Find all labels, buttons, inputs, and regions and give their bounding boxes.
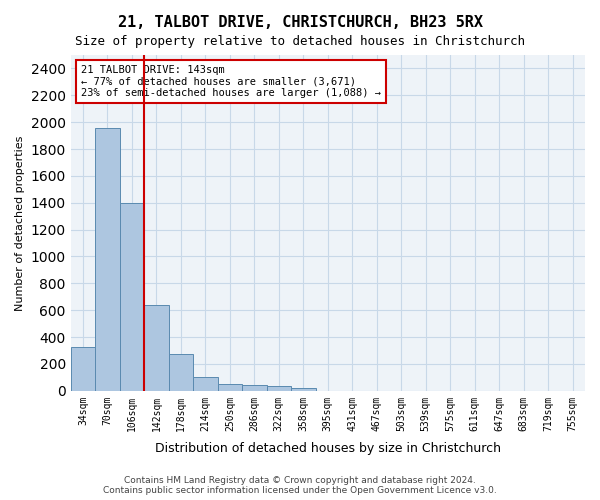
Y-axis label: Number of detached properties: Number of detached properties [15,135,25,310]
Text: Contains HM Land Registry data © Crown copyright and database right 2024.
Contai: Contains HM Land Registry data © Crown c… [103,476,497,495]
Bar [71,347,95,391]
Bar [95,128,119,391]
Text: 21 TALBOT DRIVE: 143sqm
← 77% of detached houses are smaller (3,671)
23% of semi: 21 TALBOT DRIVE: 143sqm ← 77% of detache… [81,65,381,98]
Bar [144,305,169,391]
Text: Size of property relative to detached houses in Christchurch: Size of property relative to detached ho… [75,35,525,48]
Bar [193,376,218,391]
Bar [291,388,316,391]
Bar [266,386,291,391]
X-axis label: Distribution of detached houses by size in Christchurch: Distribution of detached houses by size … [155,442,501,455]
Bar [169,354,193,391]
Bar [119,202,144,391]
Bar [218,384,242,391]
Bar [242,386,266,391]
Text: 21, TALBOT DRIVE, CHRISTCHURCH, BH23 5RX: 21, TALBOT DRIVE, CHRISTCHURCH, BH23 5RX [118,15,482,30]
